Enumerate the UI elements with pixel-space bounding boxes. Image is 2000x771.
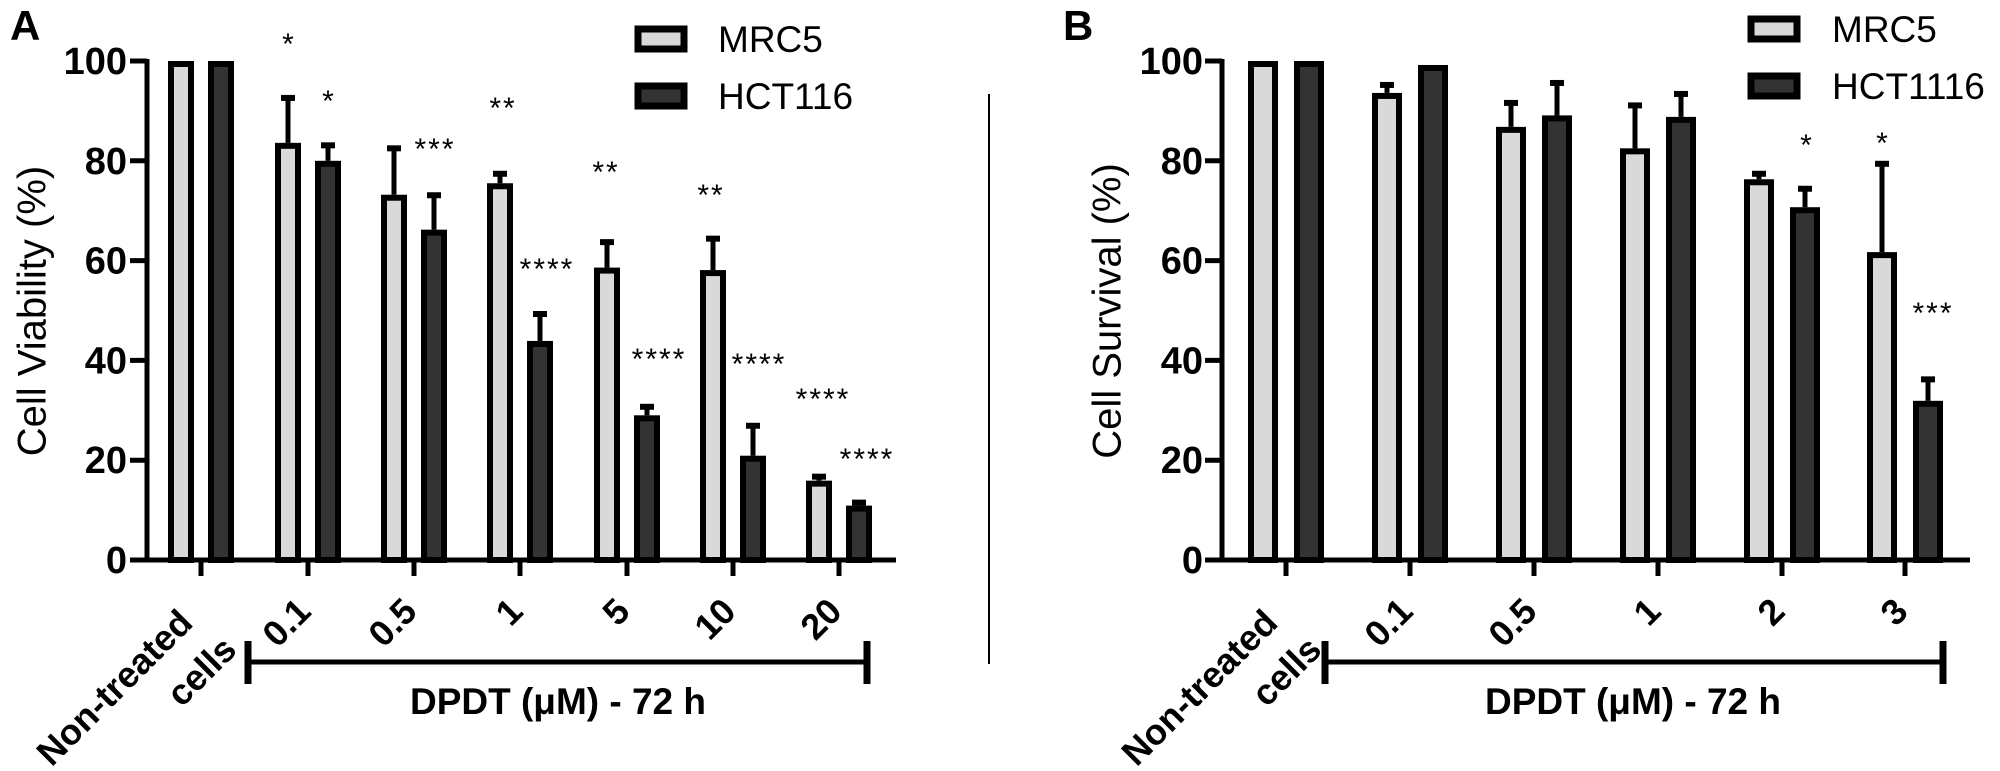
significance-label: **: [592, 156, 619, 189]
bar-mrc5-non-treated-cells: [168, 61, 194, 563]
bar-hct116-10: [740, 455, 766, 564]
significance-label: ****: [732, 348, 787, 381]
legend-label: HCT1116: [1832, 66, 1985, 107]
panel-label: B: [1063, 2, 1093, 49]
significance-label: ****: [520, 253, 575, 286]
y-tick-label: 0: [1182, 540, 1203, 582]
bar-hct116-20: [846, 505, 872, 564]
bar-hct1116-3: [1913, 400, 1943, 563]
x-tick-label: 20: [792, 590, 849, 647]
y-axis-title: Cell Survival (%): [1086, 163, 1130, 459]
significance-label: ***: [1912, 297, 1953, 330]
x-tick-label: 0.5: [1480, 590, 1544, 654]
y-tick-label: 20: [85, 440, 127, 482]
significance-label: **: [697, 179, 724, 212]
y-tick-label: 40: [85, 340, 127, 382]
y-tick-label: 20: [1161, 440, 1203, 482]
y-tick-label: 100: [64, 41, 127, 83]
x-tick-label: Non-treatedcells: [1113, 593, 1329, 771]
significance-label: *: [282, 28, 296, 61]
y-tick-label: 0: [106, 540, 127, 582]
x-tick-label: 1: [1625, 590, 1668, 633]
y-tick-label: 60: [85, 241, 127, 283]
x-tick-label: 5: [594, 590, 637, 633]
x-tick-label: 0.1: [1356, 590, 1420, 654]
panel-label: A: [10, 2, 40, 49]
legend-label: MRC5: [718, 19, 823, 60]
x-axis-title: DPDT (μM) - 72 h: [1485, 681, 1781, 722]
x-tick-label: 2: [1749, 590, 1792, 633]
bar-hct116-non-treated-cells: [208, 61, 234, 563]
x-tick-label: 0.1: [254, 590, 318, 654]
bar-mrc5-3: [1867, 252, 1897, 563]
bar-mrc5-1: [1620, 148, 1650, 563]
significance-label: *: [322, 85, 336, 118]
bar-mrc5-2: [1744, 179, 1774, 563]
bar-mrc5-0-1: [275, 142, 301, 563]
bar-hct116-0-5: [421, 229, 447, 564]
bar-hct116-5: [634, 415, 660, 564]
significance-label: *: [1800, 129, 1814, 162]
bar-hct1116-0-5: [1542, 115, 1572, 564]
x-tick-label: Non-treatedcells: [28, 593, 244, 771]
bar-mrc5-5: [594, 267, 620, 563]
legend-swatch-mrc5: [634, 25, 688, 53]
legend-swatch-mrc5: [1747, 15, 1801, 43]
y-tick-label: 40: [1161, 340, 1203, 382]
x-tick-label: 1: [487, 590, 530, 633]
y-tick-label: 80: [85, 141, 127, 183]
x-tick-label: 0.5: [360, 590, 424, 654]
bar-hct1116-1: [1666, 116, 1696, 563]
x-tick-label: 3: [1872, 590, 1915, 633]
y-tick-label: 100: [1140, 41, 1203, 83]
x-tick-label: 10: [686, 590, 743, 647]
y-axis-title: Cell Viability (%): [11, 166, 55, 456]
significance-label: ****: [796, 383, 851, 416]
significance-label: ***: [414, 133, 455, 166]
significance-label: ****: [840, 443, 895, 476]
bar-hct1116-non-treated-cells: [1294, 61, 1324, 563]
legend-swatch-hct116: [634, 82, 688, 110]
bar-hct116-1: [527, 340, 553, 563]
significance-label: *: [1876, 127, 1890, 160]
legend-swatch-hct1116: [1747, 72, 1801, 100]
y-tick-label: 60: [1161, 241, 1203, 283]
bar-hct1116-2: [1790, 207, 1820, 563]
bar-mrc5-non-treated-cells: [1248, 61, 1278, 563]
bar-mrc5-0-5: [381, 194, 407, 563]
bar-mrc5-0-1: [1372, 92, 1402, 563]
x-axis-title: DPDT (μM) - 72 h: [410, 681, 706, 722]
significance-label: **: [489, 92, 516, 125]
bar-hct1116-0-1: [1418, 64, 1448, 563]
significance-label: ****: [632, 343, 687, 376]
bar-mrc5-10: [700, 270, 726, 563]
bar-hct116-0-1: [315, 160, 341, 564]
legend-label: HCT116: [718, 76, 853, 117]
legend-label: MRC5: [1832, 9, 1937, 50]
bar-mrc5-20: [806, 480, 832, 563]
y-tick-label: 80: [1161, 141, 1203, 183]
bar-mrc5-0-5: [1496, 126, 1526, 563]
bar-mrc5-1: [487, 183, 513, 563]
